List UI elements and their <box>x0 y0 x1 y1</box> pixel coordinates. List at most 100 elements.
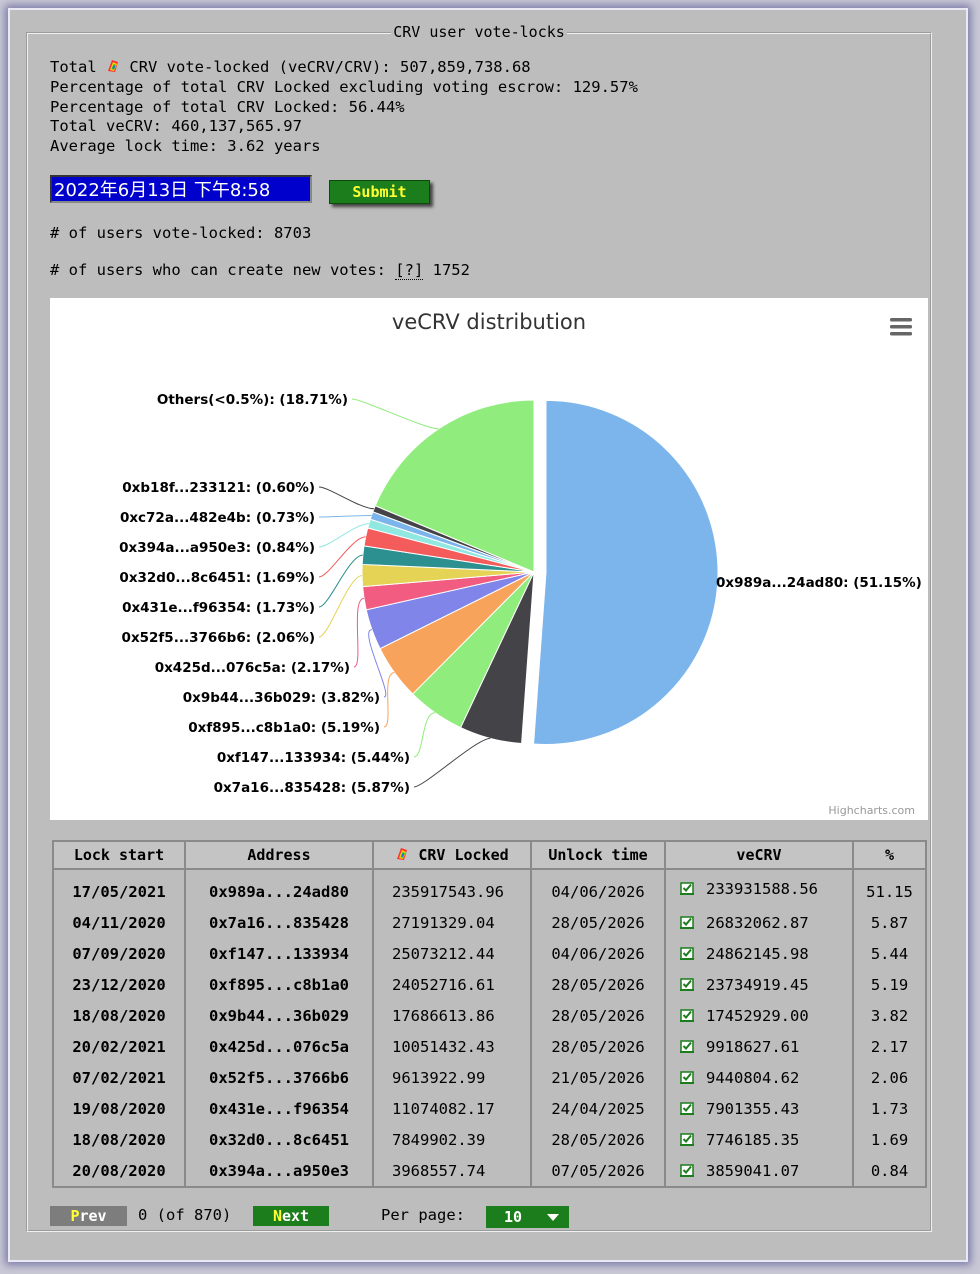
unlock-time-cell: 21/05/2026 <box>530 1062 666 1093</box>
vecrv-cell: 9918627.61 <box>664 1031 854 1062</box>
vecrv-value: 9440804.62 <box>706 1068 800 1087</box>
unlock-time-cell: 28/05/2026 <box>530 1124 666 1155</box>
pie-data-label: 0x7a16...835428: (5.87%) <box>214 780 410 796</box>
unlock-time-cell: 04/06/2026 <box>530 869 666 907</box>
next-button[interactable]: Next <box>253 1206 329 1226</box>
pie-data-label: 0x425d...076c5a: (2.17%) <box>155 660 350 676</box>
pie-connector <box>351 398 439 430</box>
date-input[interactable]: 2022年6月13日 下午8:58 <box>50 175 312 203</box>
address-cell[interactable]: 0x989a...24ad80 <box>184 869 374 907</box>
panel-title: CRV user vote-locks <box>391 23 567 41</box>
address-cell[interactable]: 0x52f5...3766b6 <box>184 1062 374 1093</box>
pie-data-label: 0xf895...c8b1a0: (5.19%) <box>188 720 380 736</box>
percent-cell: 0.84 <box>852 1155 927 1187</box>
table-row[interactable]: 19/08/2020 0x431e...f96354 11074082.17 24/0… <box>52 1093 927 1124</box>
crv-rainbow-icon <box>108 60 119 72</box>
lock-check-icon <box>680 1008 694 1022</box>
users-new-votes-label: # of users who can create new votes: <box>50 261 386 279</box>
vecrv-value: 17452929.00 <box>706 1006 809 1025</box>
vote-locks-table: Lock start Address CRV Locked Unlock tim… <box>52 840 927 1188</box>
crv-locked-cell: 27191329.04 <box>372 907 532 938</box>
lock-start-cell: 17/05/2021 <box>52 869 186 907</box>
unlock-time-cell: 28/05/2026 <box>530 907 666 938</box>
pie-connector <box>413 712 436 758</box>
unlock-time-cell: 04/06/2026 <box>530 938 666 969</box>
pie-connector <box>709 578 724 583</box>
table-row[interactable]: 17/05/2021 0x989a...24ad80 235917543.96 04/… <box>52 869 927 907</box>
table-row[interactable]: 07/09/2020 0xf147...133934 25073212.44 04/0… <box>52 938 927 969</box>
help-link[interactable]: [?] <box>395 261 424 280</box>
address-cell[interactable]: 0x425d...076c5a <box>184 1031 374 1062</box>
highcharts-credit[interactable]: Highcharts.com <box>828 804 915 817</box>
unlock-time-cell: 07/05/2026 <box>530 1155 666 1187</box>
pie-data-label: 0x9b44...36b029: (3.82%) <box>183 690 380 706</box>
percent-cell: 1.69 <box>852 1124 927 1155</box>
crv-locked-cell: 7849902.39 <box>372 1124 532 1155</box>
col-vecrv[interactable]: veCRV <box>664 840 854 870</box>
address-cell[interactable]: 0x431e...f96354 <box>184 1093 374 1124</box>
address-cell[interactable]: 0xf895...c8b1a0 <box>184 969 374 1000</box>
vecrv-cell: 26832062.87 <box>664 907 854 938</box>
percent-cell: 2.06 <box>852 1062 927 1093</box>
hamburger-menu-icon[interactable] <box>890 318 912 336</box>
crv-rainbow-icon <box>397 848 408 860</box>
users-vote-locked: # of users vote-locked: 8703 <box>50 224 312 242</box>
table-row[interactable]: 23/12/2020 0xf895...c8b1a0 24052716.61 28/0… <box>52 969 927 1000</box>
table-row[interactable]: 18/08/2020 0x32d0...8c6451 7849902.39 28/05… <box>52 1124 927 1155</box>
crv-locked-cell: 10051432.43 <box>372 1031 532 1062</box>
crv-locked-cell: 17686613.86 <box>372 1000 532 1031</box>
pie-data-label: 0x989a...24ad80: (51.15%) <box>716 575 922 591</box>
table-row[interactable]: 20/02/2021 0x425d...076c5a 10051432.43 28/0… <box>52 1031 927 1062</box>
vecrv-cell: 23734919.45 <box>664 969 854 1000</box>
address-cell[interactable]: 0x394a...a950e3 <box>184 1155 374 1187</box>
table-row[interactable]: 04/11/2020 0x7a16...835428 27191329.04 28/0… <box>52 907 927 938</box>
pie-slice[interactable] <box>374 399 535 573</box>
percent-cell: 3.82 <box>852 1000 927 1031</box>
pie-connector <box>353 597 365 668</box>
submit-button[interactable]: Submit <box>329 180 430 204</box>
table-row[interactable]: 07/02/2021 0x52f5...3766b6 9613922.99 21/05… <box>52 1062 927 1093</box>
table-row[interactable]: 18/08/2020 0x9b44...36b029 17686613.86 28/0… <box>52 1000 927 1031</box>
vecrv-value: 23734919.45 <box>706 975 809 994</box>
col-percent[interactable]: % <box>852 840 927 870</box>
lock-start-cell: 04/11/2020 <box>52 907 186 938</box>
pie-connector <box>318 536 366 578</box>
col-unlock-time[interactable]: Unlock time <box>530 840 666 870</box>
pie-slice[interactable] <box>533 399 719 745</box>
lock-start-cell: 20/02/2021 <box>52 1031 186 1062</box>
pct-excl-escrow: Percentage of total CRV Locked excluding… <box>50 77 638 96</box>
users-new-votes-value: 1752 <box>432 261 470 279</box>
vecrv-value: 26832062.87 <box>706 913 809 932</box>
address-cell[interactable]: 0x9b44...36b029 <box>184 1000 374 1031</box>
lock-start-cell: 23/12/2020 <box>52 969 186 1000</box>
chart-title: veCRV distribution <box>392 310 586 334</box>
vecrv-distribution-chart: veCRV distribution 0x989a...24ad80: (51.… <box>50 298 928 820</box>
pie-data-label: 0x394a...a950e3: (0.84%) <box>119 540 315 556</box>
col-lock-start[interactable]: Lock start <box>52 840 186 870</box>
lock-check-icon <box>680 1163 694 1177</box>
crv-locked-cell: 11074082.17 <box>372 1093 532 1124</box>
table-row[interactable]: 20/08/2020 0x394a...a950e3 3968557.74 07/05… <box>52 1155 927 1187</box>
pie-connector <box>318 515 372 518</box>
unlock-time-cell: 28/05/2026 <box>530 1000 666 1031</box>
per-page-select[interactable]: 10 <box>486 1206 569 1228</box>
col-crv-locked[interactable]: CRV Locked <box>372 840 532 870</box>
unlock-time-cell: 28/05/2026 <box>530 1031 666 1062</box>
address-cell[interactable]: 0x7a16...835428 <box>184 907 374 938</box>
lock-check-icon <box>680 977 694 991</box>
address-cell[interactable]: 0x32d0...8c6451 <box>184 1124 374 1155</box>
crv-locked-cell: 235917543.96 <box>372 869 532 907</box>
vecrv-value: 9918627.61 <box>706 1037 800 1056</box>
lock-check-icon <box>680 1039 694 1053</box>
col-crv-locked-label: CRV Locked <box>418 846 509 864</box>
total-label: Total <box>50 58 97 76</box>
lock-check-icon <box>680 946 694 960</box>
crv-locked-cell: 25073212.44 <box>372 938 532 969</box>
col-address[interactable]: Address <box>184 840 374 870</box>
pie-data-label: 0xf147...133934: (5.44%) <box>217 750 410 766</box>
per-page-label: Per page: <box>381 1206 465 1224</box>
unlock-time-cell: 24/04/2025 <box>530 1093 666 1124</box>
prev-button[interactable]: Prev <box>50 1206 127 1226</box>
address-cell[interactable]: 0xf147...133934 <box>184 938 374 969</box>
vecrv-cell: 233931588.56 <box>664 869 854 907</box>
